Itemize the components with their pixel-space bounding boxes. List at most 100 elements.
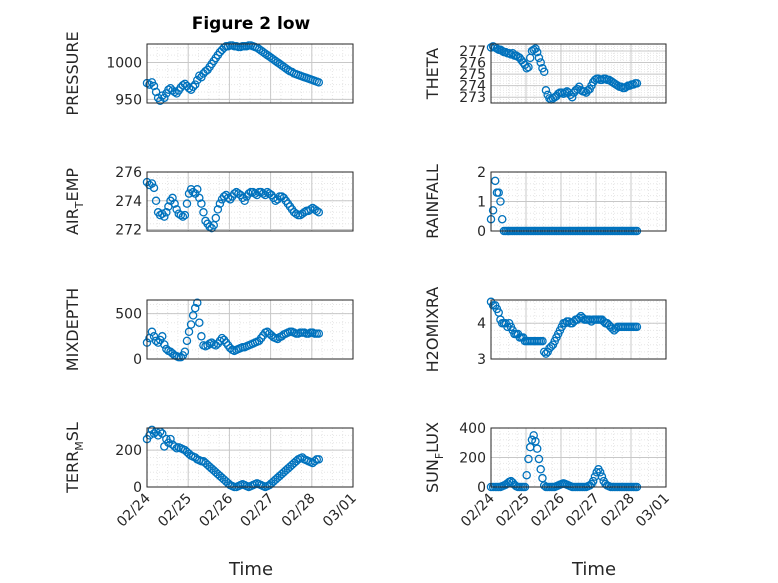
data-point (160, 212, 169, 221)
data-point (184, 189, 194, 198)
y-tick-label: 0 (477, 480, 486, 496)
data-point (312, 206, 321, 216)
x-axis-label-right: Time (571, 559, 616, 580)
data-point (178, 212, 188, 221)
axes-box (146, 299, 354, 360)
data-point (149, 81, 159, 91)
axes-box (490, 427, 667, 488)
data-point (306, 205, 315, 214)
data-point (182, 199, 192, 208)
y-tick-label: 276 (115, 165, 142, 181)
data-point (182, 336, 192, 346)
x-tick-label: 02/25 (493, 491, 533, 531)
data-point (151, 87, 161, 97)
data-point (199, 208, 208, 217)
data-point (147, 179, 157, 188)
data-point (197, 332, 206, 341)
data-point (172, 205, 181, 214)
data-point (157, 91, 167, 100)
data-point (310, 456, 319, 466)
panel-air-temp: 272 274 276 AIRTEMP (63, 165, 354, 239)
data-point (213, 205, 223, 214)
data-point (629, 80, 638, 89)
data-point (258, 189, 268, 198)
y-tick-label: 200 (459, 451, 486, 467)
y-tick-label: 277 (459, 44, 486, 60)
y-tick-label: 200 (115, 443, 142, 459)
data-point (595, 467, 605, 477)
data-point (532, 444, 542, 453)
y-tick-label: 0 (477, 224, 486, 240)
x-tick-label: 02/27 (563, 491, 603, 531)
y-axis-label: MIXDEPTH (63, 288, 82, 371)
data-point (560, 88, 570, 97)
data-point (539, 67, 549, 77)
x-tick-label: 02/28 (279, 491, 319, 531)
data-point (195, 318, 204, 327)
data-point (601, 74, 610, 83)
data-point (176, 352, 186, 362)
axes-box (490, 43, 667, 104)
data-point (314, 455, 324, 464)
x-tick-label: 02/27 (238, 491, 278, 531)
data-point (166, 434, 175, 444)
data-point (230, 189, 239, 198)
data-point (205, 222, 214, 231)
data-point (524, 454, 533, 464)
panel-sun-flux: 0 200 400 SUNFLUX 02/2402/2502/2602/2702/280… (423, 421, 673, 530)
x-tick-label: 02/26 (528, 490, 568, 530)
data-point (240, 196, 249, 206)
data-point (536, 465, 545, 474)
data-point (170, 87, 179, 97)
data-point (190, 80, 200, 89)
data-point (522, 470, 531, 480)
data-point (496, 197, 505, 206)
y-tick-label: 1000 (106, 55, 142, 71)
data-point (541, 86, 551, 95)
data-point (160, 93, 169, 103)
data-point (567, 92, 577, 102)
y-tick-label: 2 (477, 165, 486, 181)
y-tick-label: 400 (459, 421, 486, 437)
y-tick-label: 273 (459, 90, 486, 106)
data-point (157, 429, 167, 438)
data-point (524, 62, 533, 72)
data-point (588, 476, 598, 486)
panel-h2omixra: 3 4 H2OMIXRA (423, 287, 667, 372)
data-point (215, 199, 225, 208)
data-point (157, 332, 167, 341)
y-axis-label: AIRTEMP (63, 168, 86, 235)
data-point (314, 208, 324, 217)
data-point (532, 47, 542, 57)
data-point (488, 206, 498, 215)
data-point (522, 64, 531, 73)
data-point (170, 199, 179, 208)
data-point (283, 65, 293, 75)
data-point (151, 196, 161, 206)
y-tick-label: 0 (133, 352, 142, 368)
data-point (244, 189, 254, 198)
figure-title: Figure 2 low (192, 14, 311, 34)
x-tick-label: 02/24 (114, 490, 154, 530)
data-point (193, 185, 202, 194)
data-point (497, 214, 507, 224)
data-point (534, 53, 544, 63)
y-axis-label: PRESSURE (63, 31, 82, 115)
y-tick-label: 1 (477, 195, 486, 211)
data-point (188, 82, 198, 92)
panel-pressure: 950 1000 PRESSURE (63, 31, 354, 116)
y-tick-label: 500 (115, 307, 142, 323)
data-point (314, 329, 324, 338)
data-point (211, 213, 221, 223)
y-axis-label: TERRMSL (63, 422, 86, 494)
data-point (529, 431, 538, 440)
data-point (197, 199, 206, 208)
panel-mixdepth: 0 500 MIXDEPTH (63, 288, 354, 371)
y-tick-label: 0 (133, 480, 142, 496)
data-point (147, 327, 157, 337)
data-point (534, 454, 544, 464)
y-tick-label: 274 (459, 79, 486, 95)
y-tick-label: 274 (115, 194, 142, 210)
x-tick-label: 02/24 (458, 490, 498, 530)
